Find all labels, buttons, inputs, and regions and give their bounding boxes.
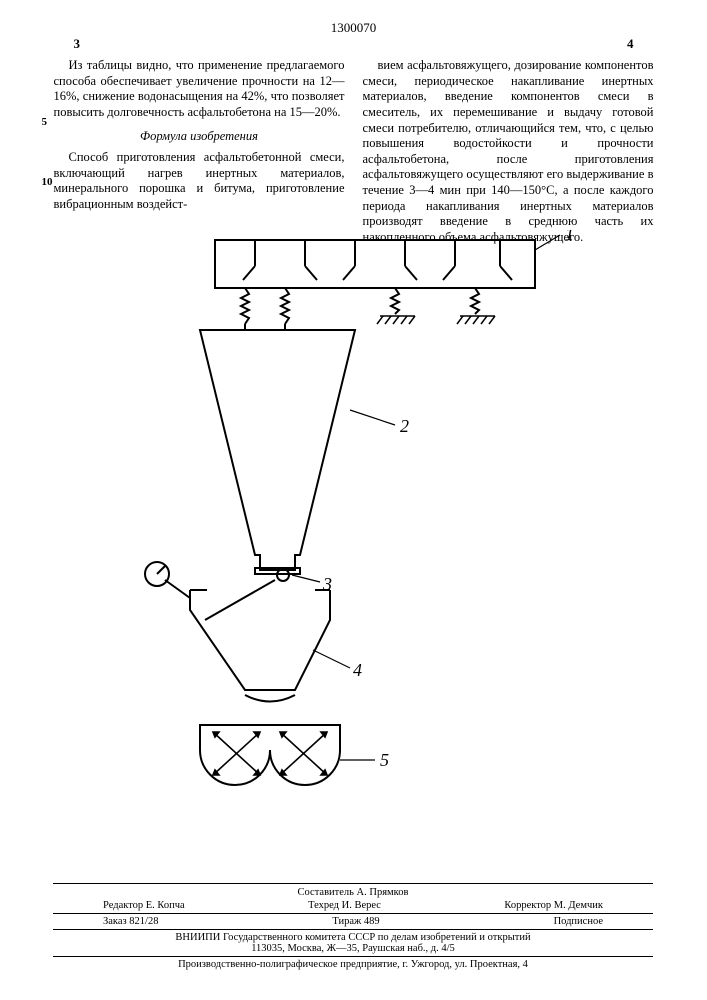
linemark-5: 5 [42, 116, 48, 130]
right-colnum: 4 [627, 36, 634, 52]
footer-corrector: Корректор М. Демчик [504, 900, 603, 911]
left-para-1: Из таблицы видно, что применение предлаг… [54, 58, 345, 121]
doc-number: 1300070 [0, 0, 707, 36]
figure-label-4: 4 [353, 660, 362, 680]
footer-addr: 113035, Москва, Ж—35, Раушская наб., д. … [53, 943, 653, 954]
left-para-2: Способ приготовления асфальтобетонной см… [54, 150, 345, 213]
footer-press: Производственно-полиграфическое предприя… [53, 959, 653, 970]
figure-label-1: 1 [565, 230, 574, 244]
footer: Составитель А. Прямков Редактор Е. Копча… [53, 883, 653, 970]
footer-tech: Техред И. Верес [308, 900, 381, 911]
footer-tirage: Тираж 489 [332, 916, 379, 927]
linemark-10: 10 [42, 176, 53, 190]
footer-editor: Редактор Е. Копча [103, 900, 185, 911]
apparatus-diagram: 1 2 3 4 5 [95, 230, 615, 830]
footer-compiler: Составитель А. Прямков [53, 887, 653, 898]
figure-label-3: 3 [322, 574, 332, 594]
left-colnum: 3 [74, 36, 81, 52]
left-column: Из таблицы видно, что применение предлаг… [54, 58, 345, 252]
right-column: вием асфальтовяжущего, дозирование компо… [363, 58, 654, 252]
figure-label-5: 5 [380, 750, 389, 770]
footer-order: Заказ 821/28 [103, 916, 158, 927]
footer-sub: Подписное [554, 916, 603, 927]
formula-title: Формула изобретения [54, 129, 345, 145]
figure-label-2: 2 [400, 416, 409, 436]
footer-org: ВНИИПИ Государственного комитета СССР по… [53, 932, 653, 943]
right-para-1: вием асфальтовяжущего, дозирование компо… [363, 58, 654, 246]
